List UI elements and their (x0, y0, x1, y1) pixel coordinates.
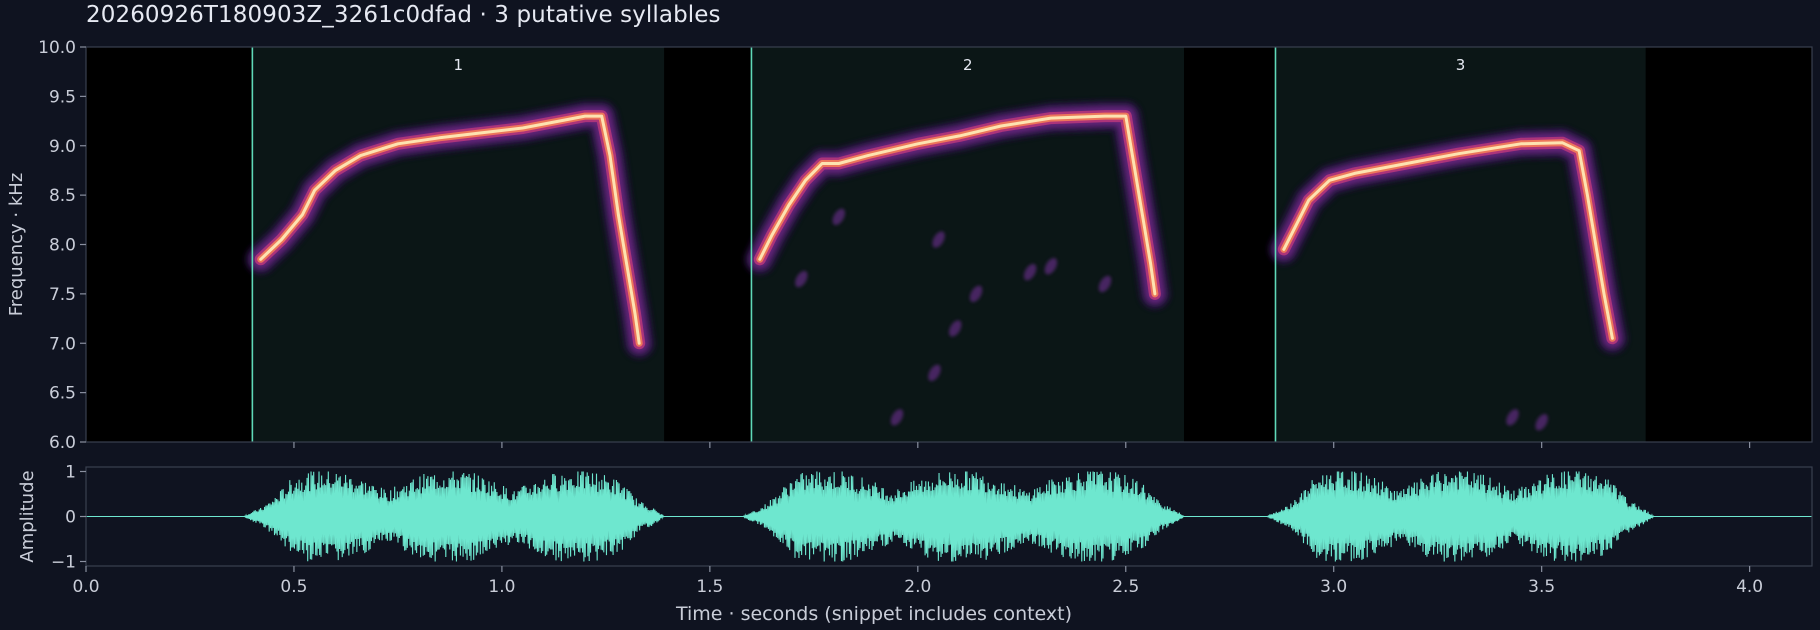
y-tick-label: 8.0 (49, 236, 76, 256)
waveform-line (86, 471, 1812, 562)
noise-blob (890, 409, 904, 426)
y-tick-label: 9.0 (49, 137, 76, 157)
y-tick-label: −1 (51, 553, 76, 573)
x-tick-label: 2.0 (904, 577, 931, 597)
y-axis-label: Frequency · kHz (6, 173, 27, 317)
noise-blob (832, 208, 846, 226)
y-tick-label: 6.0 (49, 433, 76, 453)
syllable-label: 1 (453, 56, 463, 74)
y-tick-label: 7.0 (49, 334, 76, 354)
noise-blob (948, 320, 962, 337)
noise-blob (795, 270, 808, 288)
syllable-contour-1 (259, 114, 641, 345)
noise-blob (1098, 275, 1112, 293)
noise-blob (1023, 263, 1037, 281)
x-tick-label: 0.0 (72, 577, 99, 597)
y-tick-label: 6.5 (49, 384, 76, 404)
syllable-contour-3 (1282, 141, 1614, 340)
syllable-contour-2 (758, 114, 1157, 296)
x-tick-label: 2.5 (1112, 577, 1139, 597)
x-axis-label: Time · seconds (snippet includes context… (675, 603, 1072, 625)
y-tick-label: 7.5 (49, 285, 76, 305)
noise-blob (1506, 409, 1519, 426)
noise-blob (1535, 414, 1548, 431)
x-tick-label: 1.0 (488, 577, 515, 597)
x-tick-label: 3.0 (1320, 577, 1347, 597)
syllable-label: 2 (963, 56, 973, 74)
x-tick-label: 0.5 (280, 577, 307, 597)
x-tick-label: 3.5 (1528, 577, 1555, 597)
noise-blob (928, 364, 941, 382)
x-tick-label: 4.0 (1736, 577, 1763, 597)
syllable-label: 3 (1456, 56, 1466, 74)
chart-title: 20260926T180903Z_3261c0dfad · 3 putative… (86, 2, 721, 28)
noise-blob (1044, 258, 1058, 275)
noise-blob (969, 285, 983, 303)
y-tick-label: 10.0 (38, 38, 76, 58)
y-tick-label: 0 (65, 508, 76, 528)
y-tick-label: 8.5 (49, 186, 76, 206)
y-tick-label: 9.5 (49, 87, 76, 107)
y-tick-label: 1 (65, 463, 76, 483)
spectrogram-content (245, 47, 1646, 442)
noise-blob (932, 231, 945, 248)
x-tick-label: 1.5 (696, 577, 723, 597)
y-axis-label: Amplitude (17, 470, 38, 562)
